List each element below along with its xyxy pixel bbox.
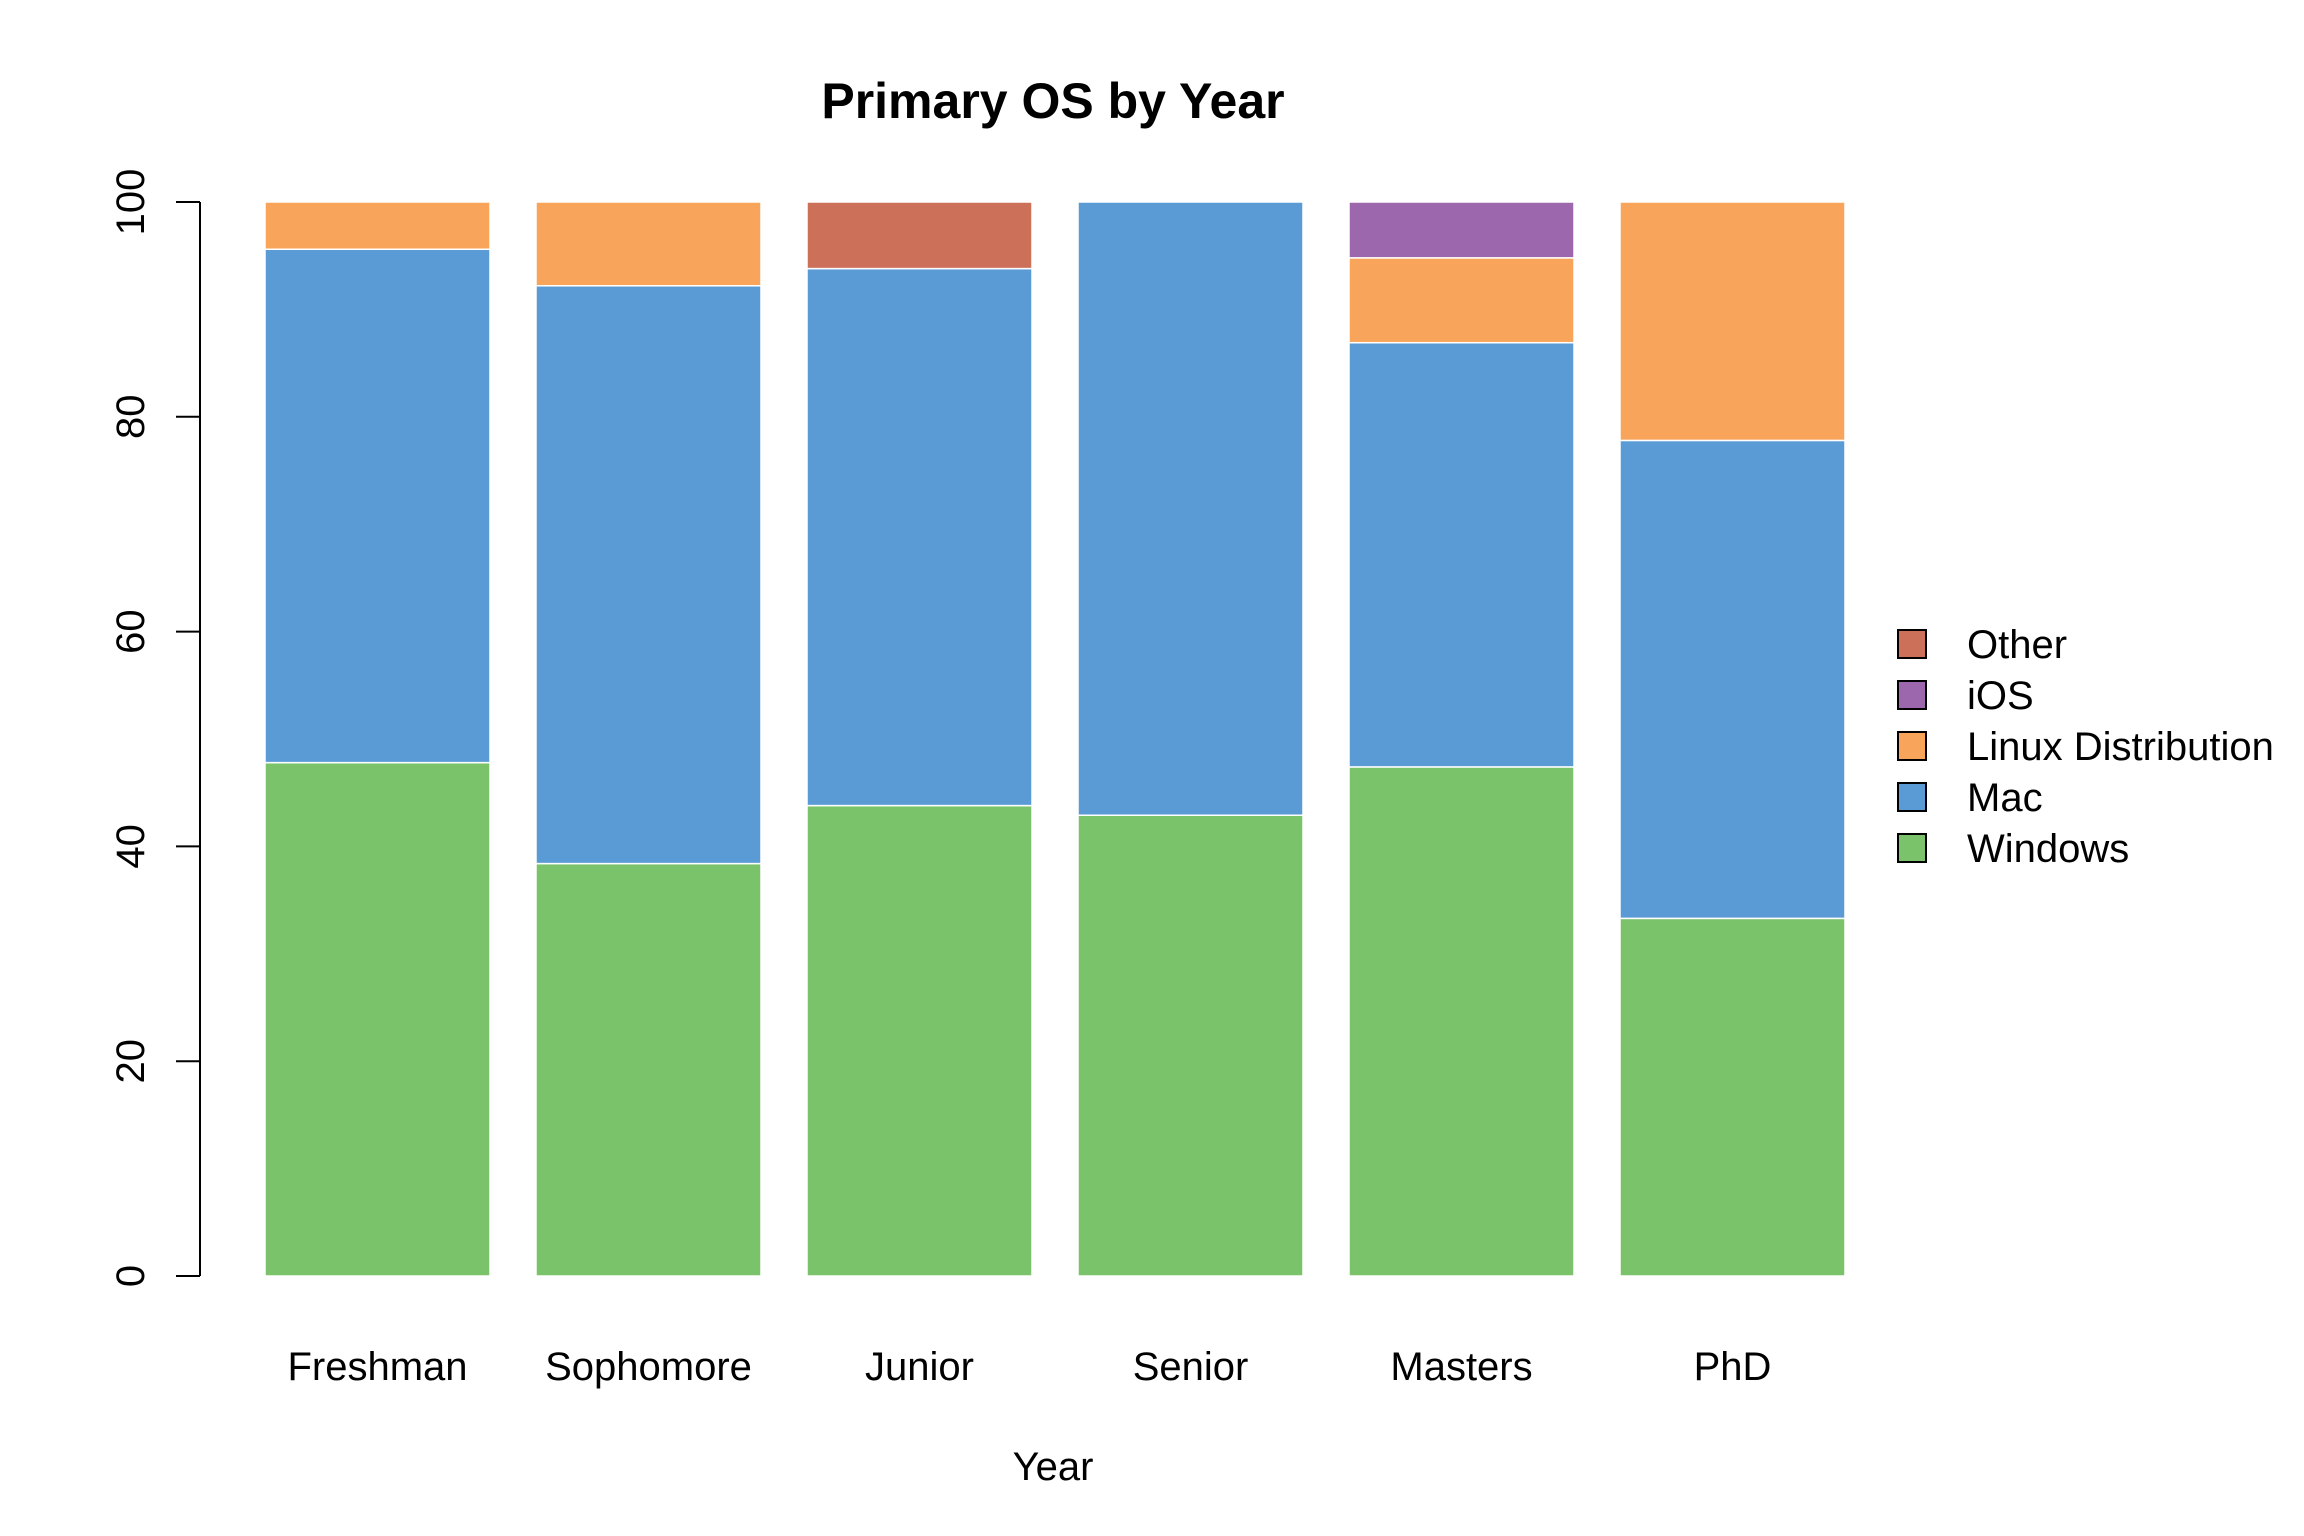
x-tick-label: Freshman bbox=[287, 1345, 467, 1389]
y-tick-label: 20 bbox=[109, 1039, 153, 1084]
bar-segment-mac bbox=[1077, 201, 1304, 817]
x-tick-label: Masters bbox=[1390, 1345, 1532, 1389]
bar-segment-mac bbox=[1348, 341, 1575, 768]
legend-label: Windows bbox=[1967, 827, 2129, 871]
chart-title: Primary OS by Year bbox=[821, 73, 1284, 129]
bar-segment-linux-distribution bbox=[535, 201, 762, 287]
bar-segment-windows bbox=[1619, 917, 1846, 1277]
legend-item: iOS bbox=[1897, 674, 2034, 718]
legend-label: Other bbox=[1967, 623, 2067, 667]
bars-group bbox=[264, 201, 1846, 1277]
x-axis-label: Year bbox=[1013, 1445, 1094, 1489]
y-tick-label: 40 bbox=[109, 824, 153, 869]
legend-label: iOS bbox=[1967, 674, 2034, 718]
y-tick-label: 100 bbox=[109, 169, 153, 236]
legend: Other iOS Linux Distribution Mac Windows bbox=[1897, 623, 2274, 871]
legend-label: Linux Distribution bbox=[1967, 725, 2274, 769]
bar-segment-mac bbox=[806, 267, 1033, 807]
bar-segment-linux-distribution bbox=[264, 201, 491, 251]
bar-segment-mac bbox=[535, 285, 762, 865]
legend-item: Mac bbox=[1897, 776, 2043, 820]
x-tick-label: PhD bbox=[1694, 1345, 1772, 1389]
bar-segment-linux-distribution bbox=[1619, 201, 1846, 442]
bar-segment-ios bbox=[1348, 201, 1575, 259]
y-axis: 0 20 40 60 80 100 bbox=[109, 169, 201, 1287]
x-tick-label: Senior bbox=[1133, 1345, 1249, 1389]
x-tick-label: Junior bbox=[865, 1345, 974, 1389]
bar-segment-windows bbox=[264, 761, 491, 1277]
legend-swatch bbox=[1897, 731, 1927, 761]
legend-swatch bbox=[1897, 629, 1927, 659]
legend-swatch bbox=[1897, 680, 1927, 710]
legend-item: Linux Distribution bbox=[1897, 725, 2274, 769]
x-tick-label: Sophomore bbox=[545, 1345, 752, 1389]
legend-item: Windows bbox=[1897, 827, 2129, 871]
legend-label: Mac bbox=[1967, 776, 2043, 820]
x-tick-labels: Freshman Sophomore Junior Senior Masters PhD bbox=[287, 1345, 1771, 1389]
bar-segment-windows bbox=[806, 804, 1033, 1277]
bar-segment-windows bbox=[535, 862, 762, 1277]
bar-segment-linux-distribution bbox=[1348, 257, 1575, 344]
bar-segment-other bbox=[806, 201, 1033, 270]
bar-segment-mac bbox=[264, 248, 491, 764]
bar-segment-mac bbox=[1619, 439, 1846, 920]
y-tick-label: 80 bbox=[109, 395, 153, 440]
legend-swatch bbox=[1897, 833, 1927, 863]
legend-item: Other bbox=[1897, 623, 2067, 667]
y-tick-label: 60 bbox=[109, 609, 153, 654]
y-tick-label: 0 bbox=[109, 1265, 153, 1287]
bar-segment-windows bbox=[1077, 814, 1304, 1277]
bar-segment-windows bbox=[1348, 766, 1575, 1277]
legend-swatch bbox=[1897, 782, 1927, 812]
